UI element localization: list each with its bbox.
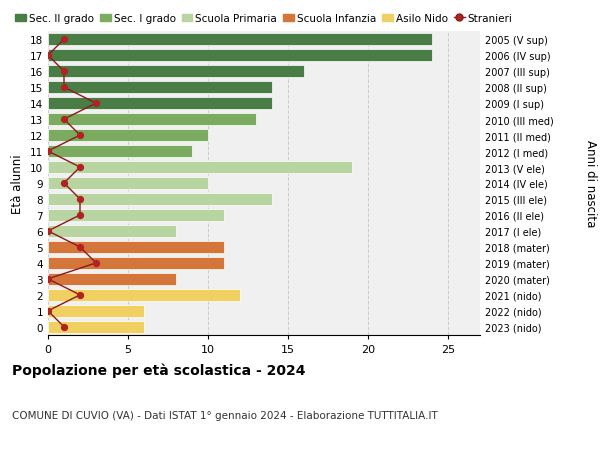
Legend: Sec. II grado, Sec. I grado, Scuola Primaria, Scuola Infanzia, Asilo Nido, Stran: Sec. II grado, Sec. I grado, Scuola Prim… (16, 14, 512, 24)
Text: COMUNE DI CUVIO (VA) - Dati ISTAT 1° gennaio 2024 - Elaborazione TUTTITALIA.IT: COMUNE DI CUVIO (VA) - Dati ISTAT 1° gen… (12, 410, 438, 420)
Bar (48, 114, 256, 126)
Bar (48, 98, 272, 110)
Bar (48, 177, 208, 190)
Text: Popolazione per età scolastica - 2024: Popolazione per età scolastica - 2024 (12, 363, 305, 377)
Point (75, 196, 85, 203)
Point (75, 291, 85, 299)
Bar (48, 289, 240, 302)
Bar (48, 241, 224, 253)
Bar (48, 129, 208, 142)
Point (59, 68, 69, 76)
Bar (48, 321, 144, 333)
Point (43, 308, 53, 315)
Point (91, 260, 101, 267)
Point (43, 275, 53, 283)
Y-axis label: Età alunni: Età alunni (11, 154, 25, 213)
Bar (48, 50, 432, 62)
Point (43, 148, 53, 156)
Point (75, 164, 85, 171)
Text: Anni di nascita: Anni di nascita (584, 140, 597, 227)
Point (43, 52, 53, 60)
Point (59, 180, 69, 187)
Point (59, 324, 69, 331)
Point (91, 100, 101, 107)
Bar (48, 225, 176, 238)
Point (75, 244, 85, 251)
Point (59, 36, 69, 44)
Bar (48, 193, 272, 206)
Bar (48, 273, 176, 285)
Point (59, 84, 69, 92)
Bar (48, 257, 224, 269)
Bar (48, 305, 144, 317)
Point (75, 132, 85, 140)
Bar (48, 66, 304, 78)
Bar (48, 209, 224, 222)
Bar (48, 162, 352, 174)
Bar (48, 34, 432, 46)
Point (59, 116, 69, 123)
Bar (48, 146, 192, 158)
Point (43, 228, 53, 235)
Point (75, 212, 85, 219)
Bar (48, 82, 272, 94)
